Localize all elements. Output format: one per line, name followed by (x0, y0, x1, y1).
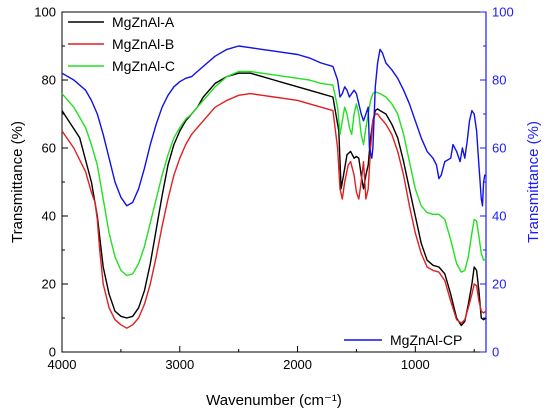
x-axis: 4000 3000 2000 1000 (48, 346, 475, 372)
legend-label-a: MgZnAl-A (112, 14, 175, 30)
legend-label-cp: MgZnAl-CP (390, 332, 462, 348)
y-axis-right-title: Transmittance (%) (525, 121, 542, 243)
y-right-tick-label: 60 (492, 141, 506, 156)
y-right-tick-label: 40 (492, 209, 506, 224)
y-left-tick-label: 40 (42, 209, 56, 224)
x-axis-title: Wavenumber (cm⁻¹) (206, 392, 342, 409)
x-tick-label: 3000 (165, 357, 194, 372)
series-line-mgznal-a (61, 72, 487, 327)
x-tick-label: 1000 (401, 357, 430, 372)
y-left-tick-label: 100 (34, 5, 56, 20)
legend-label-b: MgZnAl-B (112, 36, 174, 52)
legend-bottom: MgZnAl-CP (344, 332, 462, 348)
y-left-tick-label: 0 (49, 345, 56, 360)
y-right-tick-label: 100 (492, 5, 514, 20)
y-axis-left: 0 20 40 60 80 100 (34, 5, 68, 360)
x-tick-label: 2000 (283, 357, 312, 372)
series-lines (61, 45, 487, 329)
y-axis-right: 0 20 40 60 80 100 (480, 5, 514, 360)
y-axis-left-title: Transmittance (%) (9, 121, 26, 243)
series-line-mgznal-b (61, 92, 487, 329)
legend-label-c: MgZnAl-C (112, 58, 175, 74)
series-line-mgznal-cp (61, 45, 486, 207)
y-left-tick-label: 60 (42, 141, 56, 156)
y-left-tick-label: 20 (42, 277, 56, 292)
y-right-tick-label: 80 (492, 73, 506, 88)
series-line-mgznal-c (61, 70, 487, 277)
x-tick-label: 4000 (48, 357, 77, 372)
y-left-tick-label: 80 (42, 73, 56, 88)
y-right-tick-label: 0 (492, 345, 499, 360)
y-right-tick-label: 20 (492, 277, 506, 292)
legend-top: MgZnAl-A MgZnAl-B MgZnAl-C (68, 14, 175, 74)
